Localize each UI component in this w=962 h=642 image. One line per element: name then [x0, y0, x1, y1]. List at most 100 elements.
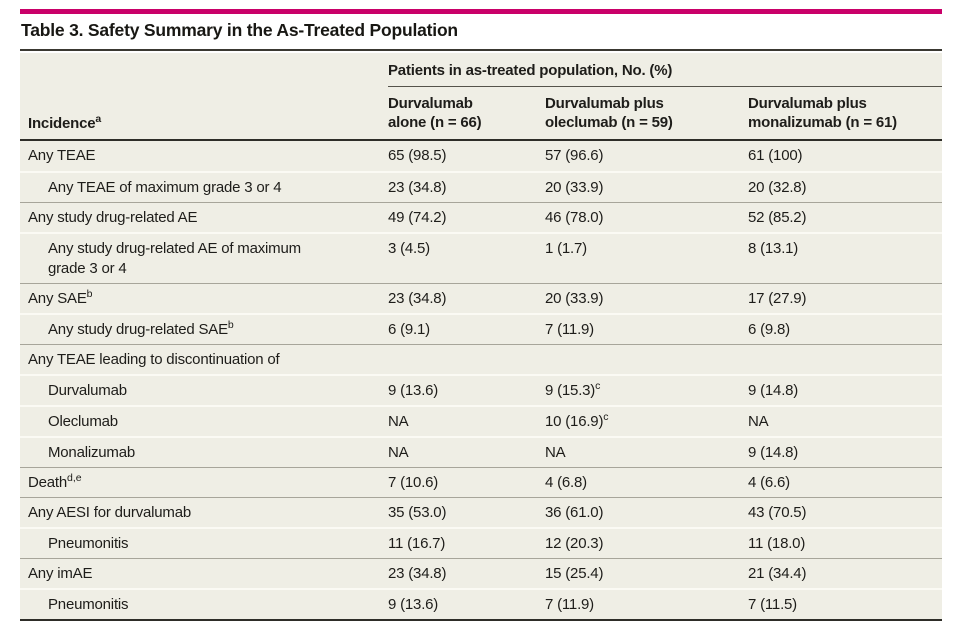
- table-row: Pneumonitis 11 (16.7) 12 (20.3) 11 (18.0): [20, 527, 942, 558]
- footnote-marker: d,e: [67, 472, 82, 484]
- row-label: Any study drug-related SAEb: [48, 319, 234, 338]
- row-label: Oleclumab: [48, 413, 118, 430]
- cell-value: 1 (1.7): [545, 240, 587, 257]
- cell-value: 23 (34.8): [388, 179, 447, 196]
- table-row: Any SAEb 23 (34.8) 20 (33.9) 17 (27.9): [20, 283, 942, 313]
- column-header-line: oleclumab (n = 59): [545, 114, 673, 131]
- cell-value: 8 (13.1): [748, 240, 799, 257]
- cell-value: 20 (33.9): [545, 179, 604, 196]
- row-label: Any AESI for durvalumab: [28, 504, 191, 521]
- cell-value: 10 (16.9)c: [545, 411, 609, 430]
- table-header: Incidencea Patients in as-treated popula…: [20, 53, 942, 141]
- row-label: Any study drug-related AE: [28, 209, 198, 226]
- table-row: Any AESI for durvalumab 35 (53.0) 36 (61.0…: [20, 497, 942, 527]
- column-header-line: Durvalumab: [388, 95, 473, 112]
- row-label: Any study drug-related AE of maximum gra…: [48, 240, 301, 277]
- cell-value: 7 (11.5): [748, 596, 797, 613]
- cell-value: 9 (14.8): [748, 382, 799, 399]
- cell-value: 36 (61.0): [545, 504, 604, 521]
- footnote-marker: b: [86, 288, 93, 300]
- cell-value: 20 (32.8): [748, 179, 807, 196]
- table-body: Any TEAE 65 (98.5) 57 (96.6) 61 (100) Any TE…: [20, 141, 942, 621]
- cell-value: [748, 345, 942, 354]
- cell-value: 11 (16.7): [388, 535, 446, 552]
- cell-value: NA: [545, 444, 566, 461]
- cell-value: 65 (98.5): [388, 147, 447, 164]
- cell-value: 23 (34.8): [388, 290, 447, 307]
- spanner-header: Patients in as-treated population, No. (…: [388, 53, 942, 87]
- column-header-area: Patients in as-treated population, No. (…: [388, 53, 942, 139]
- column-header-line: monalizumab (n = 61): [748, 114, 897, 131]
- cell-value: 4 (6.6): [748, 474, 790, 491]
- row-label: Any TEAE of maximum grade 3 or 4: [48, 179, 282, 196]
- column-header-line: Durvalumab plus: [545, 95, 664, 112]
- cell-value: [545, 345, 748, 354]
- cell-value: NA: [748, 413, 769, 430]
- column-header-durvalumab-alone: Durvalumab alone (n = 66): [388, 94, 545, 132]
- column-headers: Durvalumab alone (n = 66) Durvalumab plu…: [388, 87, 942, 139]
- cell-value: 46 (78.0): [545, 209, 604, 226]
- row-label: Pneumonitis: [48, 535, 129, 552]
- cell-value: 35 (53.0): [388, 504, 447, 521]
- table-row: Any TEAE leading to discontinuation of: [20, 344, 942, 374]
- cell-value: 7 (11.9): [545, 596, 594, 613]
- column-header-durvalumab-monalizumab: Durvalumab plus monalizumab (n = 61): [748, 94, 942, 132]
- cell-value: 57 (96.6): [545, 147, 604, 164]
- cell-value: 20 (33.9): [545, 290, 604, 307]
- safety-summary-table: Incidencea Patients in as-treated popula…: [20, 53, 942, 621]
- cell-value: 52 (85.2): [748, 209, 807, 226]
- table-row: Monalizumab NA NA 9 (14.8): [20, 436, 942, 467]
- column-header-durvalumab-oleclumab: Durvalumab plus oleclumab (n = 59): [545, 94, 748, 132]
- cell-value: 9 (13.6): [388, 382, 439, 399]
- footnote-marker: c: [603, 411, 609, 423]
- cell-value: 49 (74.2): [388, 209, 447, 226]
- table-row: Pneumonitis 9 (13.6) 7 (11.9) 7 (11.5): [20, 588, 942, 619]
- cell-value: 9 (13.6): [388, 596, 439, 613]
- cell-value: 4 (6.8): [545, 474, 587, 491]
- cell-value: 43 (70.5): [748, 504, 807, 521]
- cell-value: 17 (27.9): [748, 290, 807, 307]
- cell-value: 7 (10.6): [388, 474, 439, 491]
- table-row: Any imAE 23 (34.8) 15 (25.4) 21 (34.4): [20, 558, 942, 588]
- cell-value: 15 (25.4): [545, 565, 604, 582]
- footnote-marker: c: [595, 380, 601, 392]
- accent-bar: [20, 9, 942, 14]
- footnote-marker: a: [95, 113, 102, 125]
- column-header-line: Durvalumab plus: [748, 95, 867, 112]
- cell-value: 3 (4.5): [388, 240, 430, 257]
- cell-value: 61 (100): [748, 147, 803, 164]
- row-label: Any TEAE: [28, 147, 96, 164]
- table-row: Any study drug-related SAEb 6 (9.1) 7 (11.…: [20, 313, 942, 344]
- table-title: Table 3. Safety Summary in the As-Treate…: [21, 20, 458, 40]
- cell-value: 9 (14.8): [748, 444, 799, 461]
- row-header-label: Incidencea: [28, 113, 102, 132]
- row-label: Any SAEb: [28, 288, 93, 307]
- cell-value: NA: [388, 413, 409, 430]
- row-label: Deathd,e: [28, 472, 82, 491]
- row-label: Durvalumab: [48, 382, 127, 399]
- table-row: Deathd,e 7 (10.6) 4 (6.8) 4 (6.6): [20, 467, 942, 497]
- table-row: Any TEAE of maximum grade 3 or 4 23 (34.8…: [20, 171, 942, 202]
- cell-value: 7 (11.9): [545, 321, 594, 338]
- cell-value: 21 (34.4): [748, 565, 807, 582]
- row-label: Any TEAE leading to discontinuation of: [28, 351, 280, 368]
- row-label: Monalizumab: [48, 444, 136, 461]
- cell-value: 6 (9.1): [388, 321, 430, 338]
- row-header-cell: Incidencea: [20, 53, 388, 139]
- cell-value: 11 (18.0): [748, 535, 806, 552]
- cell-value: 6 (9.8): [748, 321, 790, 338]
- cell-value: 12 (20.3): [545, 535, 604, 552]
- table-row: Oleclumab NA 10 (16.9)c NA: [20, 405, 942, 436]
- footnote-marker: b: [227, 319, 234, 331]
- cell-value: NA: [388, 444, 409, 461]
- table-row: Durvalumab 9 (13.6) 9 (15.3)c 9 (14.8): [20, 374, 942, 405]
- column-header-line: alone (n = 66): [388, 114, 482, 131]
- row-label: Pneumonitis: [48, 596, 129, 613]
- table-row: Any study drug-related AE 49 (74.2) 46 (78…: [20, 202, 942, 232]
- table-row: Any study drug-related AE of maximum gra…: [20, 232, 942, 283]
- cell-value: 9 (15.3)c: [545, 380, 601, 399]
- row-label: Any imAE: [28, 565, 93, 582]
- cell-value: [388, 345, 545, 354]
- table-row: Any TEAE 65 (98.5) 57 (96.6) 61 (100): [20, 141, 942, 171]
